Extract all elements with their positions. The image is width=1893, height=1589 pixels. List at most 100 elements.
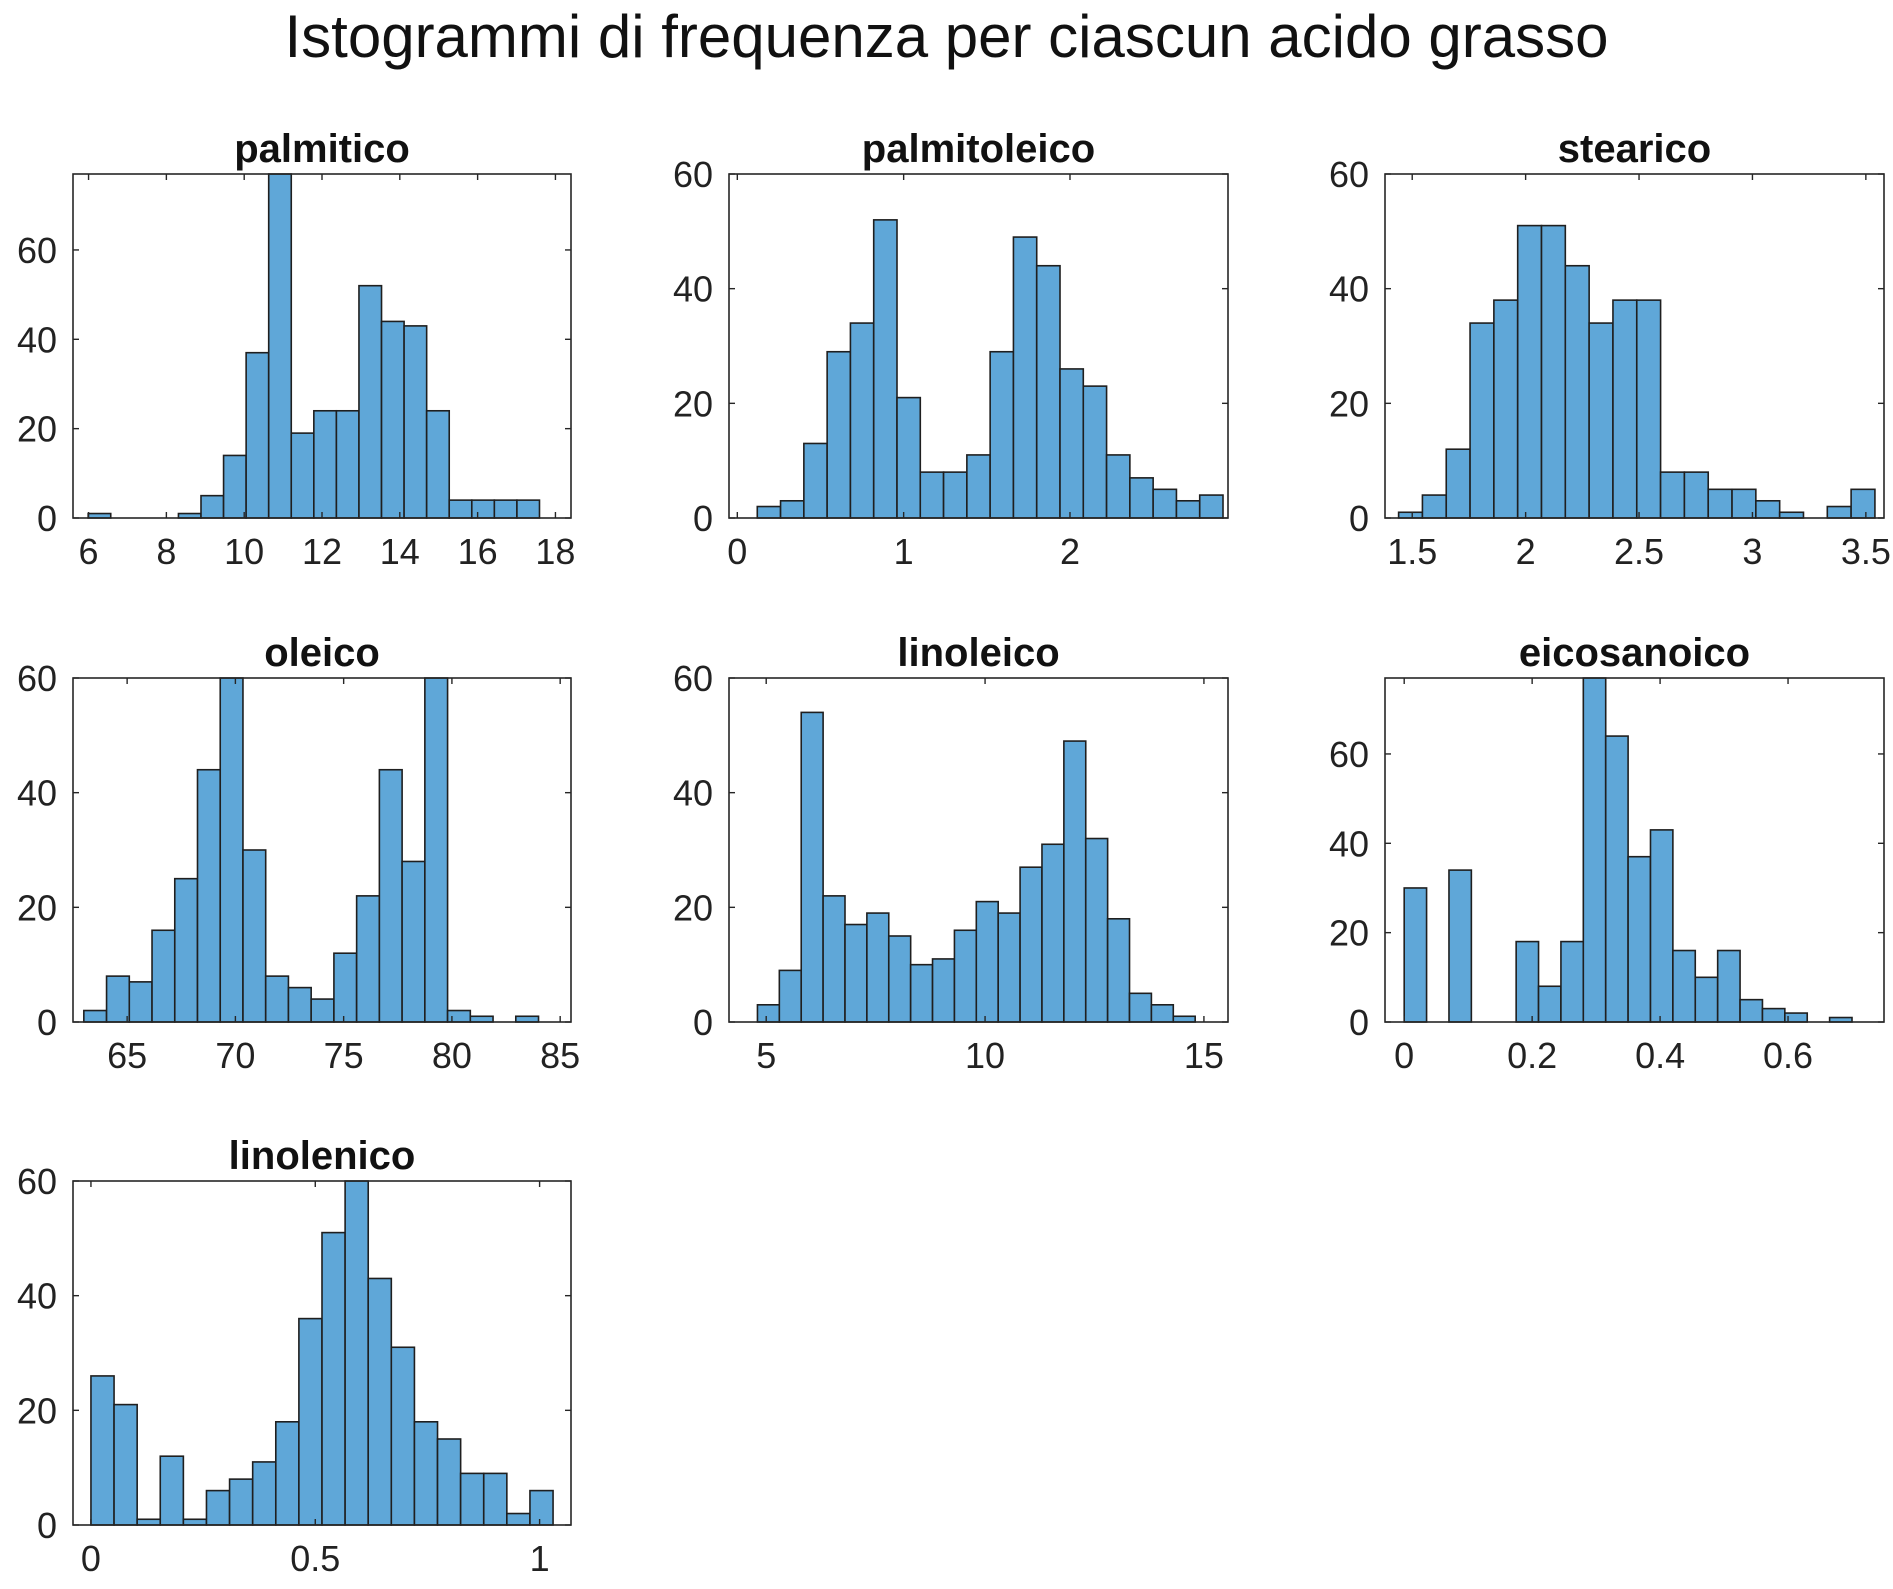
x-tick-label: 70 — [215, 1035, 255, 1076]
histogram-bar — [321, 1231, 346, 1526]
histogram-bar — [344, 1180, 370, 1526]
histogram-bar — [355, 895, 381, 1023]
histogram-bar — [1582, 677, 1607, 1023]
histogram-bar — [313, 409, 338, 519]
y-tick-label: 40 — [17, 773, 57, 814]
histogram-bar — [1537, 985, 1562, 1023]
histogram-bar — [367, 1277, 393, 1526]
y-tick-label: 20 — [17, 887, 57, 928]
y-tick-label: 40 — [17, 319, 57, 360]
x-tick-label: 18 — [535, 531, 575, 572]
y-tick-label: 20 — [1329, 383, 1369, 424]
histogram-bar — [1588, 322, 1614, 519]
y-tick-label: 40 — [673, 269, 713, 310]
histogram-bar — [310, 998, 335, 1023]
y-tick-label: 60 — [1329, 154, 1369, 195]
histogram-bar — [516, 499, 541, 519]
histogram-bar — [826, 350, 852, 519]
y-tick-label: 0 — [693, 498, 713, 539]
histogram-bar — [942, 471, 968, 519]
histogram-panel-linoleico: linoleico 5 10 15 0 20 40 60 — [673, 631, 1229, 1076]
histogram-bar — [1172, 1015, 1196, 1023]
panel-title: palmitico — [234, 127, 410, 171]
histogram-bar — [1129, 477, 1154, 519]
histogram-bar — [1105, 454, 1131, 519]
histogram-bar — [966, 454, 991, 519]
x-tick-label: 0 — [1394, 1035, 1414, 1076]
histogram-bar — [205, 1489, 231, 1526]
histogram-bar — [333, 952, 358, 1023]
histogram-bar — [1826, 505, 1852, 519]
histogram-bar — [1403, 887, 1428, 1023]
x-tick-label: 5 — [756, 1035, 776, 1076]
histogram-bar — [1560, 940, 1585, 1023]
histogram-bar — [514, 1015, 540, 1023]
histogram-bar — [997, 912, 1021, 1023]
histogram-bar — [1649, 829, 1674, 1023]
histogram-bar — [413, 1421, 439, 1526]
y-tick-label: 0 — [1349, 1002, 1369, 1043]
histogram-bar — [264, 975, 290, 1023]
y-tick-label: 20 — [673, 887, 713, 928]
histogram-bar — [1612, 299, 1638, 519]
x-tick-label: 2.5 — [1614, 531, 1664, 572]
panel-title: palmitoleico — [862, 127, 1095, 171]
histogram-bar — [378, 768, 403, 1023]
histogram-bar — [242, 849, 267, 1023]
y-tick-label: 60 — [17, 658, 57, 699]
histogram-bar — [1515, 940, 1540, 1023]
histogram-bar — [1063, 740, 1087, 1023]
histogram-bar — [1707, 488, 1733, 519]
x-tick-label: 0.6 — [1763, 1035, 1813, 1076]
histogram-bar — [1128, 992, 1153, 1023]
panel-title: stearico — [1558, 127, 1711, 171]
histogram-bar — [919, 471, 945, 519]
histogram-bar — [182, 1518, 208, 1526]
y-tick-label: 0 — [37, 498, 57, 539]
histogram-bar — [1635, 299, 1662, 519]
histogram-bar — [245, 351, 270, 519]
x-tick-label: 0.5 — [290, 1538, 340, 1579]
histogram-bar — [756, 505, 782, 519]
x-tick-label: 1.5 — [1387, 531, 1437, 572]
histogram-bar — [470, 499, 496, 519]
histogram-bar — [390, 1346, 416, 1526]
x-tick-label: 2 — [1060, 531, 1080, 572]
y-tick-label: 40 — [1329, 823, 1369, 864]
histogram-bar — [1850, 488, 1876, 519]
histogram-bar — [1683, 471, 1710, 519]
histogram-bar — [1516, 224, 1543, 519]
histogram-bar — [909, 963, 934, 1023]
histogram-bar — [200, 494, 225, 519]
histogram-panel-oleico: oleico 65 70 75 80 85 0 20 40 60 — [17, 631, 580, 1076]
x-tick-label: 0 — [727, 531, 747, 572]
y-tick-label: 0 — [693, 1002, 713, 1043]
histogram-bar — [756, 1003, 781, 1023]
histogram-bar — [1012, 236, 1038, 519]
y-tick-label: 0 — [37, 1002, 57, 1043]
histogram-bar — [1755, 499, 1781, 519]
histogram-bar — [1397, 511, 1424, 519]
histogram-bar — [1445, 448, 1471, 519]
histogram-bar — [1739, 998, 1764, 1023]
histogram-bar — [290, 432, 315, 519]
x-tick-label: 65 — [107, 1035, 147, 1076]
histogram-bar — [975, 900, 999, 1023]
x-tick-label: 12 — [302, 531, 342, 572]
histogram-bar — [436, 1438, 462, 1526]
histogram-bar — [424, 677, 449, 1023]
axes-box — [728, 677, 1229, 1023]
histogram-bar — [896, 396, 922, 519]
histogram-bar — [403, 325, 428, 519]
histogram-bar — [358, 284, 383, 519]
y-tick-label: 0 — [37, 1505, 57, 1546]
histogram-bar — [83, 1009, 108, 1023]
histogram-bar — [1761, 1007, 1786, 1023]
y-tick-label: 60 — [673, 658, 713, 699]
y-tick-label: 20 — [1329, 913, 1369, 954]
histogram-bar — [778, 969, 803, 1023]
histogram-bar — [1421, 494, 1448, 519]
histogram-bar — [1564, 264, 1590, 519]
